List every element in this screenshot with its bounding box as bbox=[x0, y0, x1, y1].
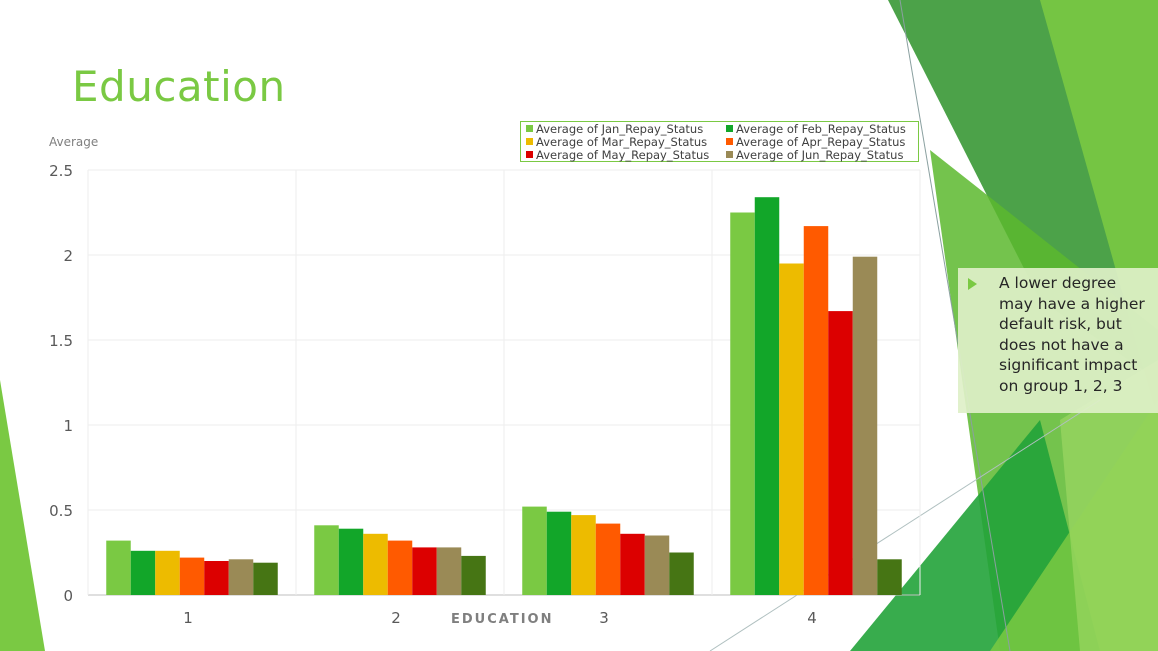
bar bbox=[461, 555, 486, 595]
bar bbox=[877, 559, 902, 595]
x-tick-label: 2 bbox=[391, 609, 401, 627]
legend-swatch bbox=[726, 125, 733, 132]
y-axis-label: Average bbox=[49, 135, 99, 149]
bar bbox=[828, 311, 853, 595]
chart-legend: Average of Jan_Repay_Status Average of F… bbox=[520, 121, 919, 162]
y-tick-label: 2 bbox=[63, 247, 73, 265]
y-tick-label: 1 bbox=[63, 417, 73, 435]
bar bbox=[522, 506, 547, 595]
y-tick-label: 0.5 bbox=[49, 502, 73, 520]
left-decor-shape bbox=[0, 380, 45, 651]
decor-line-2 bbox=[709, 399, 1101, 651]
bar bbox=[595, 523, 621, 595]
bar bbox=[779, 263, 804, 595]
x-tick-label: 1 bbox=[183, 609, 193, 627]
bar bbox=[730, 212, 755, 595]
legend-item-apr: Average of Apr_Repay_Status bbox=[726, 136, 905, 149]
x-axis-label: EDUCATION bbox=[451, 612, 554, 627]
bar bbox=[253, 562, 278, 595]
bar bbox=[179, 557, 205, 595]
legend-item-jun: Average of Jun_Repay_Status bbox=[726, 149, 903, 162]
bar bbox=[363, 533, 388, 595]
bar bbox=[130, 550, 156, 595]
decor-shape-pale bbox=[1060, 360, 1158, 651]
bar bbox=[546, 511, 572, 595]
x-tick-label: 4 bbox=[807, 609, 817, 627]
x-tick-label: 3 bbox=[599, 609, 609, 627]
bar bbox=[155, 550, 180, 595]
slide-title: Education bbox=[72, 62, 286, 111]
callout-box: A lower degree may have a higher default… bbox=[958, 268, 1158, 413]
legend-item-feb: Average of Feb_Repay_Status bbox=[726, 123, 906, 136]
bar bbox=[338, 528, 364, 595]
bar bbox=[204, 561, 229, 595]
bar bbox=[620, 533, 645, 595]
legend-item-may: Average of May_Repay_Status bbox=[526, 149, 709, 162]
bar bbox=[754, 197, 780, 595]
y-tick-label: 2.5 bbox=[49, 162, 73, 180]
y-tick-label: 0 bbox=[63, 587, 73, 605]
bar bbox=[412, 547, 437, 595]
legend-swatch bbox=[526, 151, 533, 158]
bar bbox=[803, 226, 829, 595]
bar bbox=[852, 256, 878, 595]
legend-swatch bbox=[526, 138, 533, 145]
chart-bars bbox=[106, 197, 902, 595]
bar bbox=[228, 559, 254, 595]
bar bbox=[314, 525, 339, 595]
y-tick-labels: 0 0.5 1 1.5 2 2.5 bbox=[49, 162, 73, 605]
triangle-bullet-icon bbox=[968, 278, 977, 290]
bar bbox=[669, 552, 694, 595]
bar bbox=[106, 540, 131, 595]
legend-item-mar: Average of Mar_Repay_Status bbox=[526, 136, 707, 149]
decor-line-1 bbox=[899, 0, 1011, 651]
bar bbox=[571, 515, 596, 595]
legend-swatch bbox=[726, 138, 733, 145]
legend-swatch bbox=[526, 125, 533, 132]
legend-swatch bbox=[726, 151, 733, 158]
bar bbox=[644, 535, 670, 595]
callout-text: A lower degree may have a higher default… bbox=[999, 274, 1145, 395]
legend-item-jan: Average of Jan_Repay_Status bbox=[526, 123, 703, 136]
y-tick-label: 1.5 bbox=[49, 332, 73, 350]
x-tick-labels: 1 2 3 4 bbox=[183, 609, 817, 627]
bar bbox=[387, 540, 413, 595]
bar bbox=[436, 547, 462, 595]
